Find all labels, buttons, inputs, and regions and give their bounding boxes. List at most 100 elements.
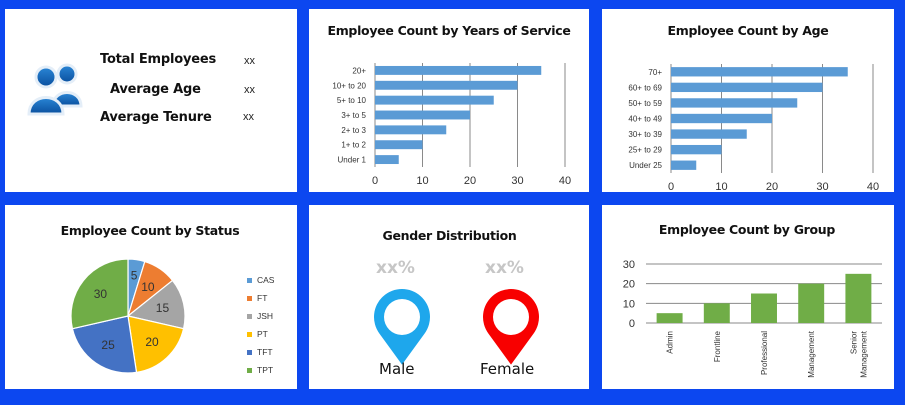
gender-pins: [374, 289, 539, 365]
bar: [375, 125, 447, 135]
x-tick-label: 0: [372, 175, 378, 187]
x-tick-label: 30: [816, 181, 828, 192]
bar: [375, 80, 518, 90]
legend-swatch: [247, 349, 252, 355]
legend-label: TFT: [257, 347, 273, 357]
pie-data-label: 5: [131, 268, 138, 282]
legend-item: TFT: [247, 343, 274, 361]
x-category-label-text: Frontline: [713, 330, 722, 362]
legend-item: CAS: [247, 271, 274, 289]
x-category-label-text: Management: [859, 330, 868, 377]
y-category-label: Under 1: [338, 156, 367, 165]
legend-swatch: [247, 367, 252, 373]
legend-swatch: [247, 313, 252, 319]
age-chart: 0 10 20 30 40 Under 25 25+ to 29 30+ to 39 40+ t…: [628, 64, 879, 192]
y-category-label: 3+ to 5: [341, 111, 366, 120]
y-tick-label: 30: [623, 259, 635, 271]
x-category-label-text: Professional: [760, 331, 769, 375]
y-tick-label: 10: [623, 298, 635, 310]
bar: [656, 313, 683, 323]
legend-item: FT: [247, 289, 274, 307]
male-percent: xx%: [376, 258, 415, 278]
x-tick-label: 0: [668, 181, 674, 192]
y-category-label: 10+ to 20: [332, 81, 366, 90]
average-tenure-label: Average Tenure: [100, 110, 212, 125]
x-category-label: Professional: [760, 331, 769, 375]
bar: [375, 95, 494, 105]
status-chart-panel: Employee Count by Status 5 10 15 20 25 30 CAS…: [5, 205, 297, 389]
legend-item: PT: [247, 325, 274, 343]
male-map-pin-icon: [374, 289, 430, 365]
chart-title: Employee Count by Years of Service: [327, 23, 571, 38]
bar: [845, 273, 872, 323]
average-age-label: Average Age: [110, 82, 201, 97]
y-tick-label: 0: [629, 318, 635, 330]
legend-label: JSH: [257, 311, 274, 321]
legend-swatch: [247, 331, 252, 337]
pie-data-label: 20: [145, 335, 159, 349]
gender-distribution-panel: Gender Distribution xx% xx% Male Female: [309, 205, 589, 389]
legend-label: FT: [257, 293, 268, 303]
x-tick-label: 10: [416, 175, 428, 187]
pie-slice: [70, 258, 129, 330]
y-category-label: 25+ to 29: [628, 146, 662, 155]
group-column-chart: 0 10 20 30 Admin Frontline Professional Managem…: [623, 259, 882, 378]
female-map-pin-icon: [483, 289, 539, 365]
bar: [671, 144, 722, 155]
x-category-label: Frontline: [713, 330, 722, 362]
average-age-value: xx: [244, 84, 255, 96]
male-label: Male: [379, 360, 415, 378]
chart-title: Employee Count by Status: [60, 223, 240, 238]
bar: [375, 65, 542, 75]
bar: [798, 283, 825, 323]
bar: [671, 98, 798, 108]
y-category-label: 60+ to 69: [628, 83, 662, 92]
bar: [375, 140, 423, 150]
legend-item: JSH: [247, 307, 274, 325]
y-category-label: 5+ to 10: [337, 96, 367, 105]
years-of-service-chart: 0 10 20 30 40 Under 1 1+ to 2 2+ to 3 3+ to 5 5+ …: [332, 63, 571, 187]
y-category-label: 40+ to 49: [628, 115, 662, 124]
x-category-label-text: Admin: [666, 331, 675, 354]
pie-slice: [126, 279, 186, 330]
total-employees-label: Total Employees: [100, 52, 217, 67]
bar: [671, 82, 823, 93]
pie-data-label: 25: [101, 338, 115, 352]
x-category-label: Senior Management: [849, 330, 868, 377]
legend-swatch: [247, 277, 252, 283]
bar: [671, 67, 848, 77]
gender-title: Gender Distribution: [382, 228, 517, 243]
bar: [375, 110, 470, 120]
chart-title: Employee Count by Age: [667, 23, 829, 38]
legend-item: TPT: [247, 361, 274, 379]
pie-slice: [127, 315, 185, 374]
group-chart-panel: Employee Count by Group 0 10 20 30 Admin Fron…: [602, 205, 894, 389]
years-of-service-chart-panel: Employee Count by Years of Service 0 10 20…: [309, 9, 589, 192]
legend-label: PT: [257, 329, 268, 339]
pie-data-label: 30: [94, 287, 108, 301]
pie-data-label: 15: [156, 301, 170, 315]
y-category-label: 20+: [352, 66, 366, 75]
bar: [751, 293, 777, 323]
y-category-label: 1+ to 2: [341, 141, 366, 150]
female-percent: xx%: [485, 258, 524, 278]
x-category-label: Admin: [666, 331, 675, 354]
y-category-label: 30+ to 39: [628, 130, 662, 139]
pie-data-label: 10: [141, 280, 155, 294]
bar: [671, 129, 747, 139]
summary-panel: Total Employees xx Average Age xx Averag…: [5, 9, 297, 192]
x-category-label: Management: [807, 330, 816, 377]
x-tick-label: 20: [766, 181, 778, 192]
legend-swatch: [247, 295, 252, 301]
x-tick-label: 10: [715, 181, 727, 192]
y-tick-label: 20: [623, 279, 635, 291]
y-category-label: 2+ to 3: [341, 126, 366, 135]
bar: [671, 113, 772, 124]
y-category-label: 70+: [648, 68, 662, 77]
total-employees-value: xx: [244, 55, 255, 67]
x-tick-label: 30: [511, 175, 523, 187]
bar: [375, 155, 399, 165]
y-category-label: Under 25: [629, 161, 662, 170]
y-category-label: 50+ to 59: [628, 99, 662, 108]
